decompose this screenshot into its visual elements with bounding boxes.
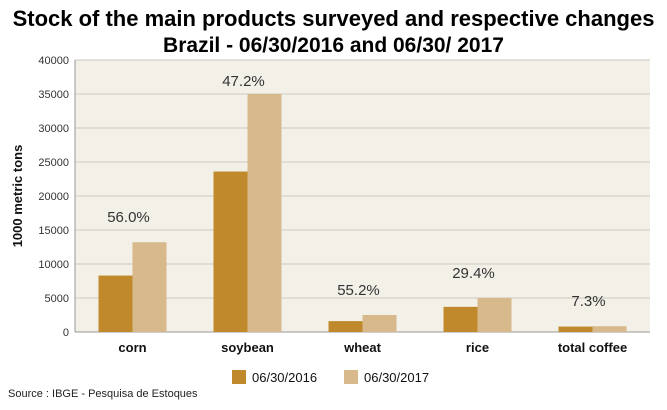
y-tick-label: 25000 [38,157,69,169]
y-axis-label: 1000 metric tons [10,145,25,248]
legend-label-2017: 06/30/2017 [364,370,429,385]
bar-2017-soybean [247,94,282,332]
x-tick-label: soybean [221,340,274,355]
y-tick-label: 10000 [38,259,69,271]
legend-label-2016: 06/30/2016 [252,370,317,385]
bar-2017-corn [132,242,167,332]
y-tick-label: 15000 [38,225,69,237]
x-tick-label: rice [466,340,489,355]
bar-2017-wheat [362,315,397,332]
y-tick-label: 0 [63,327,69,339]
bar-2016-soybean [213,171,248,332]
bar-2017-total-coffee [592,326,627,332]
change-annotation: 47.2% [222,73,265,90]
y-tick-label: 30000 [38,123,69,135]
x-tick-label: wheat [343,340,382,355]
bar-2016-corn [98,275,133,332]
bar-2016-wheat [328,321,363,332]
y-tick-label: 5000 [45,293,69,305]
legend-swatch-2017 [344,370,358,384]
change-annotation: 29.4% [452,265,495,282]
y-tick-label: 20000 [38,191,69,203]
x-tick-label: corn [118,340,146,355]
bar-2016-total-coffee [558,326,593,332]
y-tick-label: 35000 [38,89,69,101]
change-annotation: 56.0% [107,209,150,226]
source-note: Source : IBGE - Pesquisa de Estoques [8,388,198,400]
change-annotation: 7.3% [571,293,605,310]
legend-swatch-2016 [232,370,246,384]
chart-subtitle: Brazil - 06/30/2016 and 06/30/ 2017 [163,34,504,57]
chart-title: Stock of the main products surveyed and … [12,6,655,31]
y-tick-label: 40000 [38,55,69,67]
bar-2017-rice [477,298,512,332]
change-annotation: 55.2% [337,282,380,299]
x-tick-label: total coffee [558,340,627,355]
bar-2016-rice [443,306,478,332]
